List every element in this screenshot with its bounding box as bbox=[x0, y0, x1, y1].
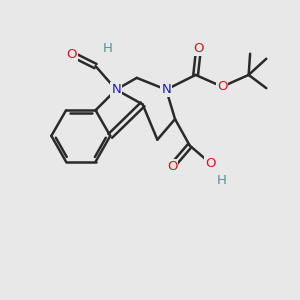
Text: O: O bbox=[217, 80, 227, 93]
Text: O: O bbox=[205, 157, 216, 170]
Text: N: N bbox=[111, 83, 121, 96]
Text: H: H bbox=[217, 174, 227, 188]
Text: N: N bbox=[161, 83, 171, 96]
Text: O: O bbox=[67, 48, 77, 61]
Text: O: O bbox=[193, 42, 204, 55]
Text: O: O bbox=[167, 160, 177, 173]
Text: H: H bbox=[102, 42, 112, 55]
